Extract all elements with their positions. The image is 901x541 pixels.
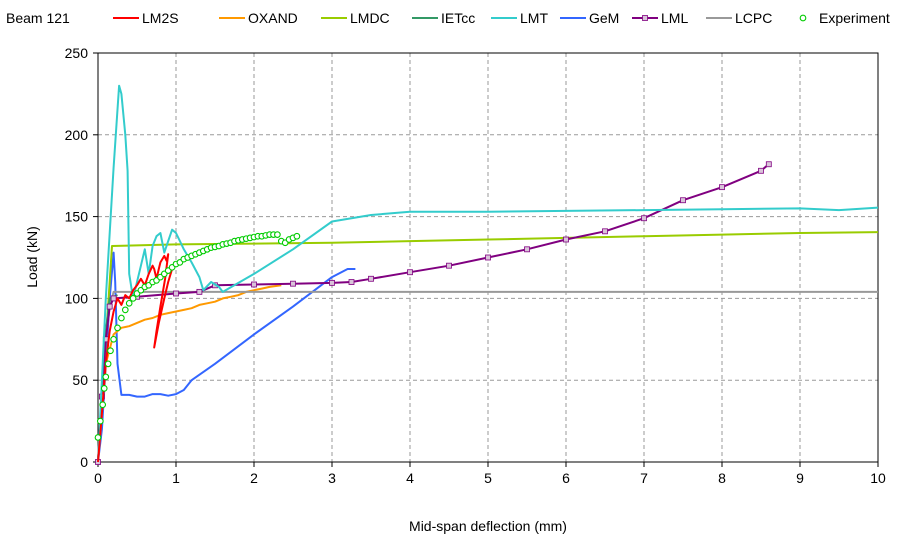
legend-label: LML	[661, 10, 688, 26]
y-tick-label: 200	[65, 127, 89, 143]
x-tick-label: 6	[562, 470, 570, 486]
x-tick-label: 7	[640, 470, 648, 486]
series-lmt	[97, 84, 879, 463]
legend: LM2S OXAND LMDC IETcc LMT GeM LML LCPC Experimen…	[113, 10, 890, 26]
data-point	[102, 373, 110, 381]
x-tick-label: 5	[484, 470, 492, 486]
legend-item-gem: GeM	[560, 10, 619, 26]
legend-label: OXAND	[248, 10, 298, 26]
data-point	[485, 254, 491, 261]
data-point	[290, 280, 296, 287]
series-lm2s	[97, 253, 177, 463]
x-tick-label: 0	[94, 470, 102, 486]
legend-item-lmt: LMT	[491, 10, 548, 26]
data-point	[125, 299, 133, 307]
x-tick-label: 3	[328, 470, 336, 486]
legend-marker	[799, 14, 807, 22]
legend-item-oxand: OXAND	[219, 10, 298, 26]
legend-marker	[642, 15, 648, 21]
data-point	[114, 324, 121, 332]
data-point	[758, 167, 764, 174]
legend-label: LMDC	[350, 10, 390, 26]
data-point	[368, 275, 374, 282]
data-point	[274, 231, 281, 238]
data-point	[106, 303, 113, 310]
data-point	[129, 295, 137, 302]
data-point	[524, 246, 530, 253]
legend-item-experiment: Experiment	[799, 10, 890, 26]
legend-label: LM2S	[142, 10, 179, 26]
series-experiment	[94, 231, 301, 441]
series-line-5	[97, 251, 356, 463]
y-tick-label: 100	[65, 290, 89, 306]
legend-label: Experiment	[819, 10, 890, 26]
legend-item-ietcc: IETcc	[412, 10, 475, 26]
data-point	[104, 360, 112, 368]
y-tick-label: 150	[65, 209, 89, 225]
data-point	[407, 269, 413, 276]
legend-label: LCPC	[735, 10, 772, 26]
y-axis-title: Load (kN)	[24, 226, 40, 287]
data-point	[96, 417, 104, 425]
series-lmdc	[97, 231, 879, 463]
data-point	[348, 279, 355, 285]
y-tick-label: 50	[72, 372, 88, 388]
data-point	[602, 228, 608, 235]
legend-item-lml: LML	[632, 10, 688, 26]
data-point	[173, 290, 179, 297]
legend-label: IETcc	[441, 10, 475, 26]
legend-item-lm2s: LM2S	[113, 10, 179, 26]
data-point	[563, 236, 569, 243]
data-point	[196, 288, 203, 295]
x-tick-label: 1	[172, 470, 180, 486]
data-point	[107, 347, 114, 355]
x-tick-label: 9	[796, 470, 804, 486]
legend-item-lmdc: LMDC	[321, 10, 390, 26]
data-point	[680, 197, 686, 204]
data-point	[121, 306, 129, 314]
series-line-2	[97, 231, 879, 463]
x-tick-label: 10	[870, 470, 886, 486]
legend-item-lcpc: LCPC	[706, 10, 772, 26]
data-point	[719, 184, 725, 191]
x-tick-label: 4	[406, 470, 414, 486]
data-point	[100, 385, 108, 392]
x-tick-label: 8	[718, 470, 726, 486]
y-tick-label: 0	[80, 454, 88, 470]
data-point	[99, 401, 107, 409]
series-lml	[95, 161, 772, 465]
series-line-0	[97, 253, 177, 463]
data-point	[110, 295, 117, 302]
data-point	[118, 314, 125, 322]
data-point	[110, 335, 117, 343]
series-gem	[97, 251, 356, 463]
data-point	[94, 434, 102, 441]
series-layer	[94, 84, 879, 465]
data-point	[446, 262, 452, 269]
data-point	[329, 279, 335, 286]
data-point	[641, 215, 647, 222]
data-point	[293, 232, 301, 240]
data-point	[251, 281, 257, 288]
grid	[98, 53, 878, 462]
x-tick-label: 2	[250, 470, 258, 486]
x-axis-title: Mid-span deflection (mm)	[409, 518, 567, 534]
legend-label: GeM	[589, 10, 619, 26]
y-tick-label: 250	[65, 45, 89, 61]
legend-label: LMT	[520, 10, 548, 26]
series-line-4	[97, 84, 879, 463]
chart-title: Beam 121	[6, 10, 70, 26]
data-point	[765, 161, 772, 168]
